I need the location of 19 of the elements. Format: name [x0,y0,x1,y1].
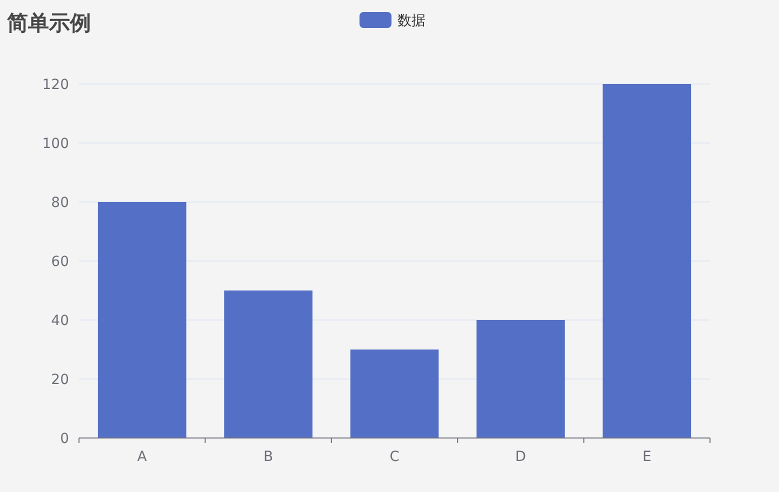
x-tick-label: C [390,449,400,465]
legend-label: 数据 [398,13,426,29]
bar [476,320,565,438]
chart-title: 简单示例 [6,11,91,35]
y-tick-label: 120 [42,77,69,93]
y-tick-label: 100 [42,136,69,152]
x-tick-label: D [515,449,526,465]
x-tick-label: B [263,449,274,465]
y-tick-label: 20 [51,372,69,388]
bar [602,84,692,438]
y-tick-label: 40 [51,313,69,329]
x-tick-label: A [137,449,148,465]
y-tick-label: 0 [60,431,69,447]
y-tick-label: 60 [51,254,69,270]
bar [224,290,312,438]
x-tick-label: E [642,449,652,465]
y-tick-label: 80 [51,195,69,211]
bar [350,350,439,438]
bar [98,202,186,438]
